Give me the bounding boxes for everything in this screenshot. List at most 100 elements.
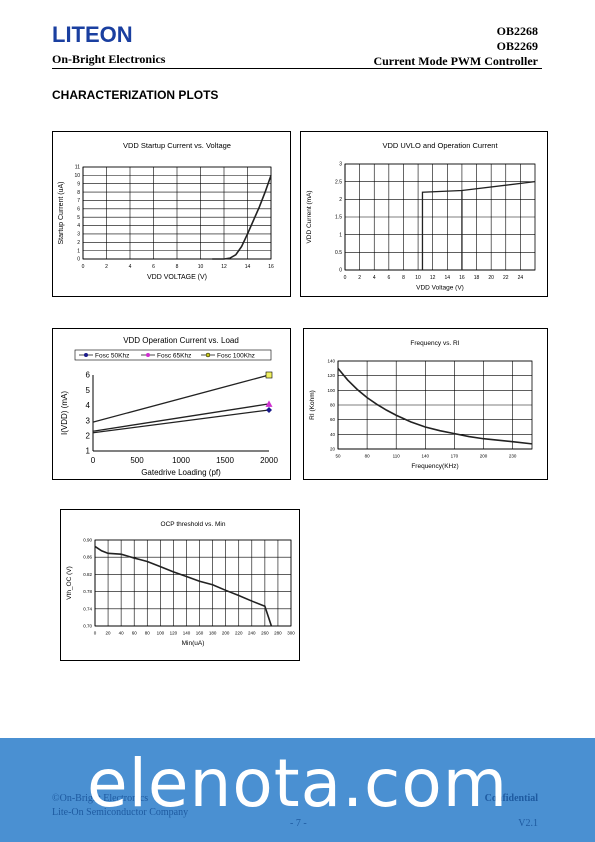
series-line [337, 367, 533, 445]
y-tick-label: 140 [327, 359, 335, 364]
liteon-logo: LITEON [52, 22, 133, 47]
x-tick-label: 1000 [172, 456, 190, 465]
legend-marker [84, 353, 88, 357]
chart-ocp-threshold: OCP threshold vs. Min 0 20 40 60 80 100 120 140 1… [66, 521, 295, 647]
y-tick-label: 10 [74, 173, 80, 179]
data-point-marker [266, 406, 272, 413]
x-tick-label: 140 [183, 631, 191, 636]
x-tick-label: 4 [129, 264, 132, 270]
header-rule [52, 68, 542, 69]
series-line [92, 403, 270, 432]
x-tick-label: 20 [106, 631, 112, 636]
y-tick-label: 60 [330, 417, 336, 422]
x-tick-label: 140 [422, 454, 430, 459]
y-axis-label: Startup Current (uA) [58, 181, 65, 244]
plot-frame [344, 163, 536, 271]
y-tick-label: 0.78 [83, 589, 92, 594]
y-tick-label: 1 [86, 447, 91, 456]
y-tick-label: 40 [330, 432, 336, 437]
y-tick-label: 2.5 [335, 179, 342, 185]
series-line [92, 409, 270, 434]
x-tick-label: 120 [170, 631, 178, 636]
x-axis-label: Frequency(KHz) [411, 463, 458, 470]
chart-title: Frequency vs. RI [410, 340, 459, 347]
series-line [212, 175, 272, 260]
x-tick-label: 16 [459, 275, 465, 281]
x-tick-label: 500 [130, 456, 144, 465]
y-tick-label: 0 [339, 268, 342, 274]
footer-page-number: - 7 - [290, 818, 307, 829]
y-tick-label: 6 [77, 206, 80, 212]
y-tick-label: 9 [77, 181, 80, 187]
x-tick-label: 240 [248, 631, 256, 636]
y-tick-label: 0 [77, 257, 80, 263]
y-tick-label: 4 [86, 401, 91, 410]
legend-entry: Fosc 100Khz [217, 353, 255, 360]
y-tick-label: 0.86 [83, 555, 92, 560]
y-tick-label: 3 [339, 162, 342, 168]
footer-copyright: ©On-Bright Electronics [52, 793, 149, 804]
x-tick-label: 230 [509, 454, 517, 459]
x-tick-label: 0 [344, 275, 347, 281]
x-tick-label: 2000 [260, 456, 278, 465]
part-number-1: OB2268 [496, 24, 538, 38]
chart-frequency-ri: Frequency vs. RI 50 80 110 140 170 200 230 20 40 6… [309, 340, 533, 470]
x-tick-label: 80 [365, 454, 371, 459]
y-tick-label: 80 [330, 403, 336, 408]
y-tick-label: 0.5 [335, 250, 342, 256]
x-tick-label: 0 [82, 264, 85, 270]
plot-frame [337, 360, 533, 450]
x-tick-label: 18 [474, 275, 480, 281]
x-tick-label: 170 [451, 454, 459, 459]
x-tick-label: 280 [274, 631, 282, 636]
series-line [92, 374, 270, 423]
x-tick-label: 22 [503, 275, 509, 281]
x-tick-label: 40 [119, 631, 125, 636]
chart-title: VDD Startup Current vs. Voltage [123, 141, 231, 150]
chart-panel-load: VDD Operation Current vs. Load 0 500 1000 15… [52, 328, 291, 480]
y-tick-label: 20 [330, 447, 336, 452]
x-tick-label: 20 [488, 275, 494, 281]
company-subtitle: On-Bright Electronics [52, 52, 166, 66]
y-axis-label: I(VDD) (mA) [60, 391, 69, 435]
y-tick-label: 0.70 [83, 624, 92, 629]
plot-frame [82, 166, 272, 260]
y-tick-label: 8 [77, 190, 80, 196]
x-axis-label: Min(uA) [182, 640, 205, 647]
chart-title: VDD UVLO and Operation Current [382, 141, 498, 150]
product-title: Current Mode PWM Controller [373, 54, 538, 68]
x-tick-label: 0 [94, 631, 97, 636]
data-point-marker [265, 371, 273, 379]
y-tick-label: 3 [77, 232, 80, 238]
legend-box [74, 349, 272, 361]
x-tick-label: 12 [430, 275, 436, 281]
data-point-marker [265, 400, 273, 407]
legend-entry: Fosc 50Khz [95, 353, 129, 360]
x-tick-label: 60 [132, 631, 138, 636]
x-tick-label: 160 [196, 631, 204, 636]
y-tick-label: 1 [339, 232, 342, 238]
x-tick-label: 100 [157, 631, 165, 636]
series-line [94, 545, 273, 627]
y-tick-label: 4 [77, 223, 80, 229]
x-tick-label: 1500 [216, 456, 234, 465]
x-axis-label: Gatedrive Loading (pf) [141, 468, 221, 477]
y-tick-label: 7 [77, 198, 80, 204]
y-tick-label: 0.82 [83, 572, 92, 577]
y-tick-label: 0.74 [83, 606, 92, 611]
y-tick-label: 2 [339, 197, 342, 203]
footer-company: Lite-On Semiconductor Company [52, 807, 189, 818]
legend-marker [205, 352, 211, 358]
x-tick-label: 10 [415, 275, 421, 281]
x-tick-label: 200 [222, 631, 230, 636]
part-number-2: OB2269 [496, 39, 538, 53]
x-tick-label: 12 [221, 264, 227, 270]
y-tick-label: 11 [75, 165, 80, 171]
legend-marker [146, 353, 150, 357]
x-axis-label: VDD VOLTAGE (V) [147, 274, 207, 281]
x-tick-label: 6 [152, 264, 155, 270]
y-tick-label: 1 [77, 248, 80, 254]
legend-entry: Fosc 65Khz [157, 353, 191, 360]
